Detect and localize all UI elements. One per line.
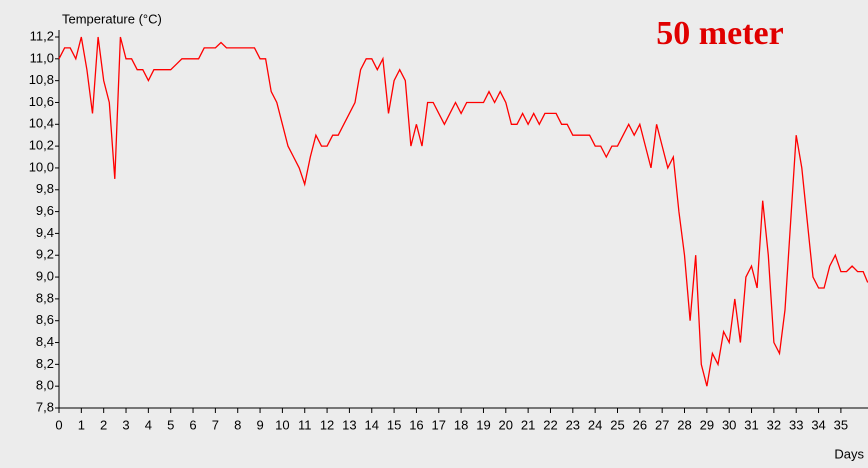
x-tick-label: 27 — [655, 417, 669, 432]
y-tick-label: 8,2 — [36, 356, 54, 371]
y-tick-label: 10,6 — [29, 94, 54, 109]
x-tick-label: 28 — [677, 417, 691, 432]
y-tick-label: 11,2 — [30, 28, 54, 43]
y-tick-label: 9,8 — [36, 181, 54, 196]
x-tick-label: 19 — [476, 417, 490, 432]
x-tick-label: 24 — [588, 417, 602, 432]
x-tick-label: 1 — [78, 417, 85, 432]
y-tick-label: 10,2 — [29, 138, 54, 153]
x-tick-label: 31 — [744, 417, 758, 432]
x-tick-label: 14 — [365, 417, 379, 432]
y-tick-label: 7,8 — [36, 399, 54, 414]
line-series — [58, 36, 868, 387]
y-tick-label: 9,0 — [36, 268, 54, 283]
y-tick-label: 10,8 — [29, 72, 54, 87]
x-tick-label: 23 — [566, 417, 580, 432]
x-tick-label: 3 — [122, 417, 129, 432]
x-tick-label: 8 — [234, 417, 241, 432]
x-tick-label: 21 — [521, 417, 535, 432]
x-tick-label: 7 — [212, 417, 219, 432]
x-tick-label: 32 — [767, 417, 781, 432]
x-tick-label: 35 — [834, 417, 848, 432]
x-tick-label: 5 — [167, 417, 174, 432]
x-tick-label: 25 — [610, 417, 624, 432]
x-tick-label: 9 — [256, 417, 263, 432]
y-tick-label: 8,6 — [36, 312, 54, 327]
x-axis-label: Days — [834, 446, 864, 461]
y-tick-label: 8,0 — [36, 378, 54, 393]
x-tick-label: 26 — [633, 417, 647, 432]
x-tick-label: 33 — [789, 417, 803, 432]
y-tick-label: 8,8 — [36, 290, 54, 305]
y-tick-label: 9,6 — [36, 203, 54, 218]
y-tick-label: 9,2 — [36, 247, 54, 262]
x-tick-label: 15 — [387, 417, 401, 432]
y-tick-label: 8,4 — [36, 334, 54, 349]
x-tick-label: 12 — [320, 417, 334, 432]
x-tick-label: 2 — [100, 417, 107, 432]
x-tick-label: 4 — [145, 417, 152, 432]
x-tick-label: 16 — [409, 417, 423, 432]
x-tick-label: 0 — [55, 417, 62, 432]
x-tick-label: 18 — [454, 417, 468, 432]
chart-title: 50 meter — [656, 15, 783, 52]
y-axis-label: Temperature (°C) — [62, 11, 162, 26]
x-tick-label: 11 — [298, 417, 312, 432]
y-tick-label: 9,4 — [36, 225, 54, 240]
x-tick-label: 34 — [811, 417, 825, 432]
x-tick-label: 6 — [189, 417, 196, 432]
x-tick-label: 17 — [432, 417, 446, 432]
x-tick-label: 22 — [543, 417, 557, 432]
y-tick-label: 10,4 — [29, 116, 54, 131]
x-tick-label: 30 — [722, 417, 736, 432]
y-tick-label: 11,0 — [30, 50, 54, 65]
x-tick-label: 20 — [499, 417, 513, 432]
x-tick-label: 29 — [700, 417, 714, 432]
x-tick-label: 10 — [275, 417, 289, 432]
y-tick-label: 10,0 — [29, 159, 54, 174]
x-tick-label: 13 — [342, 417, 356, 432]
